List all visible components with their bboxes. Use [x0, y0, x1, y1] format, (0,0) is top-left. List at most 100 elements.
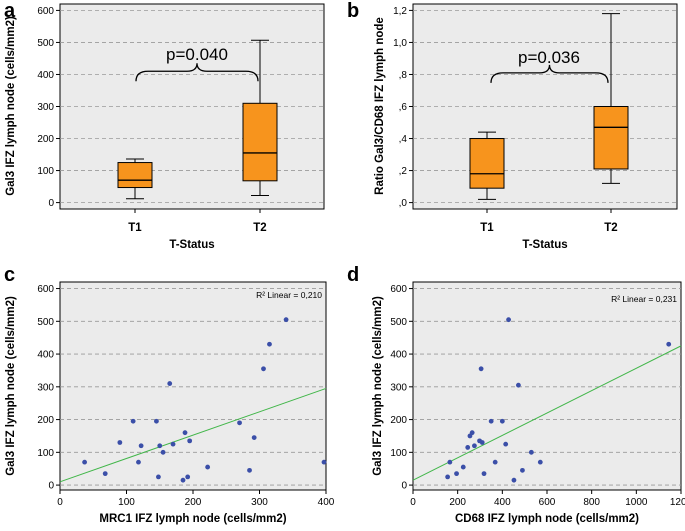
- y-tick-label-a: 500: [37, 38, 54, 49]
- data-point-c: [267, 341, 272, 347]
- data-point-c: [156, 474, 161, 480]
- data-point-d: [511, 477, 517, 483]
- y-tick-label-b: ,6: [399, 102, 408, 113]
- data-point-c: [205, 464, 211, 470]
- y-tick-labels-c: 0 100 200 300 400 500 600: [37, 284, 54, 492]
- data-point-c: [247, 467, 252, 473]
- y-tick-label-c: 400: [37, 350, 54, 361]
- data-point-d: [479, 440, 485, 445]
- fit-line-d: [412, 345, 682, 481]
- data-point-d: [460, 464, 466, 470]
- data-point-c: [130, 418, 136, 424]
- y-tick-label-a: 100: [37, 166, 54, 177]
- panel-c: c 0 100 200 300 400 500 600 0 100 200 300 400 R² L…: [4, 264, 335, 525]
- y-tick-label-a: 0: [48, 198, 54, 209]
- y-tick-label-b: ,0: [399, 198, 408, 209]
- data-point-c: [283, 317, 289, 323]
- fit-line-c: [59, 387, 327, 483]
- x-axis-label-c: MRC1 IFZ lymph node (cells/mm2): [99, 513, 286, 525]
- x-axis-label-a: T-Status: [169, 239, 214, 251]
- y-tick-label-a: 600: [37, 6, 54, 17]
- gridlines-a: [56, 9, 324, 204]
- y-tick-label-c: 0: [48, 481, 54, 492]
- y-tick-label-d: 300: [390, 382, 407, 393]
- y-tick-labels-b: ,0 ,2 ,4 ,6 ,8 1,0 1,2: [393, 6, 407, 209]
- data-point-d: [492, 459, 498, 465]
- data-point-d: [445, 474, 451, 480]
- gridlines-d: [409, 288, 681, 486]
- category-label-t2-a: T2: [253, 222, 266, 234]
- scatter-points-c: [82, 317, 327, 483]
- data-point-c: [180, 477, 186, 483]
- box-t1-b: [469, 138, 505, 189]
- y-axis-label-b: Ratio Gal3/CD68 IFZ lymph node: [374, 17, 386, 195]
- x-tick-label-d: 400: [494, 497, 511, 508]
- gridlines-c: [56, 288, 326, 486]
- x-tick-label-d: 200: [449, 497, 466, 508]
- y-tick-label-c: 200: [37, 415, 54, 426]
- data-point-d: [488, 418, 494, 424]
- panel-a: a 0 100 200 300 400 500 600 p=0.040 T1 T2 T-St…: [4, 0, 325, 251]
- x-tick-label-d: 1200: [670, 497, 685, 508]
- boxes-b: [469, 13, 629, 213]
- data-point-d: [472, 443, 477, 449]
- data-point-c: [182, 430, 188, 436]
- y-axis-label-a: Gal3 IFZ lymph node (cells/mm2): [5, 16, 17, 196]
- data-point-c: [251, 435, 257, 440]
- gridlines-b: [409, 9, 677, 204]
- data-point-d: [454, 471, 459, 477]
- y-tick-label-b: ,4: [399, 134, 408, 145]
- y-tick-label-d: 500: [390, 317, 407, 328]
- data-point-c: [136, 459, 141, 465]
- y-axis-label-c: Gal3 IFZ lymph node (cells/mm2): [5, 296, 17, 476]
- y-tick-label-a: 200: [37, 134, 54, 145]
- x-tick-label-c: 300: [251, 497, 268, 508]
- y-tick-label-d: 600: [390, 284, 407, 295]
- box-t2-b: [593, 106, 629, 170]
- panel-letter-c: c: [4, 264, 15, 286]
- panel-letter-b: b: [347, 0, 359, 22]
- data-point-d: [506, 317, 511, 323]
- y-tick-label-d: 100: [390, 448, 407, 459]
- data-point-d: [481, 471, 487, 477]
- data-point-d: [465, 445, 471, 450]
- data-point-c: [117, 440, 123, 445]
- y-tick-label-b: 1,0: [393, 38, 407, 49]
- data-point-d: [503, 441, 509, 447]
- plot-area-c: [59, 281, 327, 491]
- data-point-d: [528, 449, 534, 455]
- panel-letter-d: d: [347, 264, 359, 286]
- y-tick-label-b: 1,2: [393, 6, 407, 17]
- y-tick-labels-a: 0 100 200 300 400 500 600: [37, 6, 54, 209]
- data-point-c: [187, 438, 193, 444]
- category-label-t1-a: T1: [128, 222, 142, 234]
- data-point-c: [102, 471, 108, 477]
- box-t2-a: [242, 102, 278, 182]
- data-point-d: [469, 430, 475, 436]
- data-point-c: [154, 418, 159, 424]
- y-tick-label-d: 200: [390, 415, 407, 426]
- x-tick-label-c: 100: [118, 497, 135, 508]
- x-tick-label-c: 200: [185, 497, 202, 508]
- data-point-d: [516, 382, 521, 388]
- bracket-b: [490, 64, 609, 83]
- panel-b: b ,0 ,2 ,4 ,6 ,8 1,0 1,2 p=0.036 T1 T2 T-Statu…: [347, 0, 678, 251]
- data-point-c: [138, 443, 144, 449]
- y-tick-label-d: 0: [401, 481, 407, 492]
- data-point-d: [666, 341, 672, 347]
- scatter-points-d: [445, 317, 672, 483]
- y-tick-label-a: 300: [37, 102, 54, 113]
- p-value-a: p=0.040: [166, 45, 228, 64]
- y-tick-label-a: 400: [37, 70, 54, 81]
- data-point-c: [185, 474, 191, 480]
- category-label-t1-b: T1: [480, 222, 494, 234]
- r2-label-d: R² Linear = 0,231: [611, 294, 677, 304]
- y-axis-label-d: Gal3 IFZ lymph node (cells/mm2): [372, 296, 384, 476]
- data-point-d: [520, 467, 525, 473]
- data-point-d: [499, 418, 505, 424]
- p-value-b: p=0.036: [518, 48, 580, 67]
- data-point-c: [321, 459, 327, 465]
- x-tick-label-d: 1000: [625, 497, 648, 508]
- x-tick-label-d: 800: [583, 497, 600, 508]
